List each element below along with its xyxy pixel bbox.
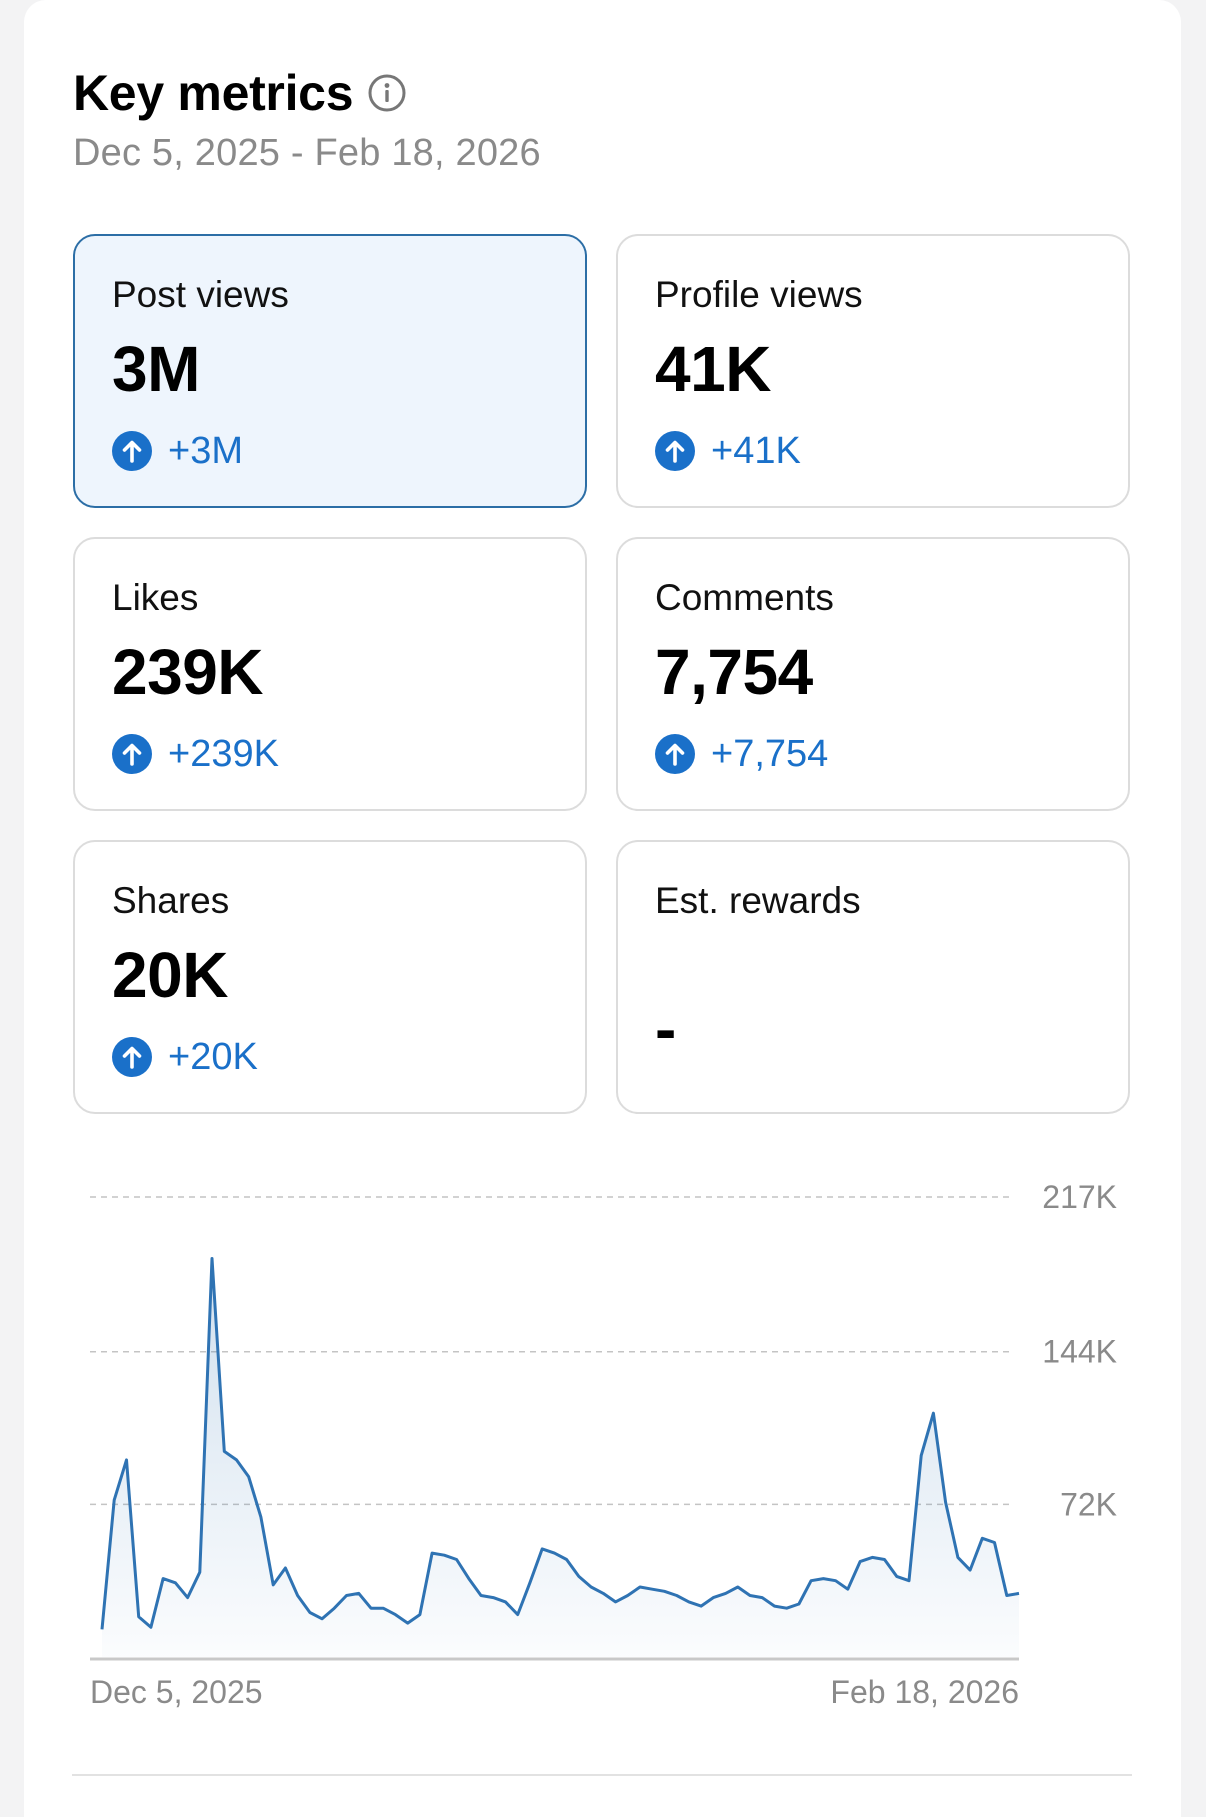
metric-card-est-rewards[interactable]: Est. rewards -: [616, 840, 1130, 1114]
metric-card-shares[interactable]: Shares 20K +20K: [73, 840, 587, 1114]
arrow-up-icon: [112, 431, 152, 471]
metric-value: 3M: [112, 333, 200, 405]
arrow-up-icon: [655, 734, 695, 774]
metric-value: 7,754: [655, 636, 813, 708]
x-tick-label-start: Dec 5, 2025: [90, 1674, 263, 1710]
y-tick-label: 217K: [1042, 1179, 1117, 1215]
title-row: Key metrics: [73, 62, 407, 124]
metric-card-profile-views[interactable]: Profile views 41K +41K: [616, 234, 1130, 508]
metric-label: Est. rewards: [655, 880, 861, 921]
y-tick-label: 144K: [1042, 1334, 1117, 1370]
metric-change-text: +20K: [168, 1035, 258, 1078]
post-views-chart[interactable]: 217K 144K 72K Dec 5, 2025 Feb 18, 2026: [24, 1170, 1181, 1730]
metric-label: Comments: [655, 577, 834, 618]
metric-card-post-views[interactable]: Post views 3M +3M: [73, 234, 587, 508]
metric-change-text: +41K: [711, 429, 801, 472]
metric-change-text: +239K: [168, 732, 279, 775]
metric-label: Shares: [112, 880, 230, 921]
metric-change: +20K: [112, 1035, 258, 1079]
series-area: [102, 1258, 1019, 1657]
arrow-up-icon: [655, 431, 695, 471]
metric-card-likes[interactable]: Likes 239K +239K: [73, 537, 587, 811]
metric-change: +7,754: [655, 732, 828, 776]
arrow-up-icon: [112, 1037, 152, 1077]
metric-change: +41K: [655, 429, 801, 473]
metric-card-comments[interactable]: Comments 7,754 +7,754: [616, 537, 1130, 811]
metric-value: 20K: [112, 939, 228, 1011]
metric-change: +3M: [112, 429, 243, 473]
series-line: [100, 1257, 1020, 1630]
metric-change-text: +7,754: [711, 732, 829, 775]
metric-change-text: +3M: [168, 429, 243, 472]
page-title: Key metrics: [73, 65, 354, 121]
metric-label: Likes: [112, 577, 199, 618]
info-icon[interactable]: [367, 73, 407, 113]
arrow-up-icon: [112, 734, 152, 774]
metric-value: 41K: [655, 333, 771, 405]
metric-label: Profile views: [655, 274, 863, 315]
metric-value: -: [655, 993, 676, 1065]
metric-label: Post views: [112, 274, 289, 315]
x-tick-label-end: Feb 18, 2026: [830, 1674, 1019, 1710]
metric-value: 239K: [112, 636, 264, 708]
metric-change: +239K: [112, 732, 279, 776]
key-metrics-panel: Key metrics Dec 5, 2025 - Feb 18, 2026 P…: [24, 0, 1181, 1817]
date-range: Dec 5, 2025 - Feb 18, 2026: [73, 132, 541, 174]
y-tick-label: 72K: [1060, 1486, 1117, 1522]
section-divider: [72, 1774, 1132, 1776]
